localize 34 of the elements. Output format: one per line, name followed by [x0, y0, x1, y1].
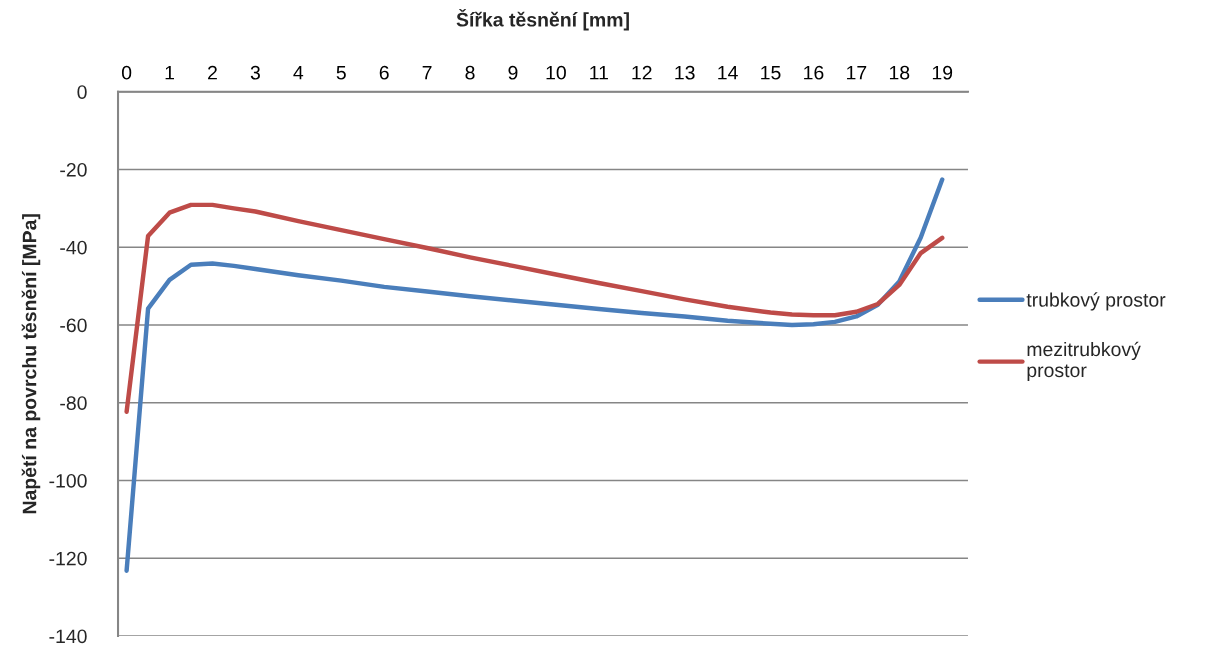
y-tick-label: -60: [60, 318, 87, 333]
y-tick-label: -140: [49, 629, 87, 644]
y-tick-label: -100: [49, 473, 87, 488]
x-tick-label: 10: [546, 65, 566, 80]
x-tick-label: 5: [336, 65, 346, 80]
x-tick-label: 7: [422, 65, 432, 80]
x-tick-label: 16: [804, 65, 824, 80]
x-tick-label: 11: [590, 65, 608, 80]
x-tick-label: 17: [847, 65, 867, 80]
x-tick-label: 14: [718, 65, 738, 80]
line-series: [124, 202, 945, 414]
x-tick-label: 1: [165, 65, 174, 80]
y-tick-label: 0: [77, 85, 87, 99]
y-tick-label: -80: [60, 396, 87, 410]
x-tick-label: 13: [675, 65, 695, 80]
x-tick-label: 9: [508, 65, 518, 80]
legend-label: mezitrubkový prostor: [1027, 341, 1141, 382]
x-tick-label: 8: [465, 65, 475, 80]
x-tick-label: 6: [379, 65, 389, 80]
y-tick-label: -120: [49, 551, 87, 566]
line-series: [124, 177, 945, 573]
x-axis-title: Šířka těsnění [mm]: [456, 8, 629, 31]
x-tick-label: 0: [121, 65, 132, 80]
x-tick-label: 19: [932, 65, 953, 80]
x-tick-label: 3: [250, 65, 260, 80]
x-tick-label: 2: [208, 65, 217, 80]
legend-label: trubkový prostor: [1026, 292, 1166, 311]
x-tick-label: 15: [761, 65, 781, 80]
x-tick-label: 12: [632, 65, 652, 80]
x-tick-label: 18: [889, 65, 910, 80]
y-tick-label: -20: [60, 162, 87, 177]
y-axis-title: Napětí na povrchu těsnění [MPa]: [21, 214, 41, 514]
y-tick-label: -40: [60, 240, 87, 255]
x-tick-label: 4: [293, 65, 304, 80]
